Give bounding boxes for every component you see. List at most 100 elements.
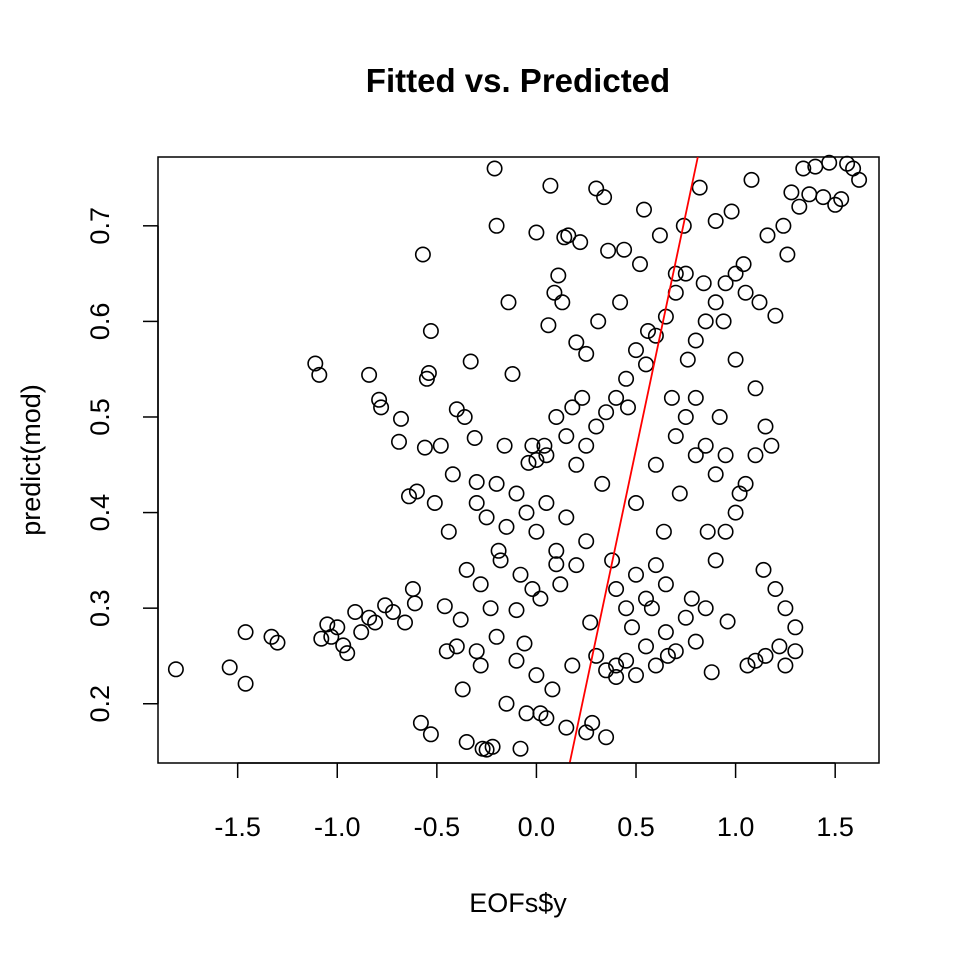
- data-point: [647, 456, 664, 473]
- data-point: [572, 234, 589, 251]
- data-point: [687, 389, 704, 406]
- data-point: [568, 456, 585, 473]
- data-point: [520, 454, 537, 471]
- data-point: [540, 317, 557, 334]
- data-point: [719, 613, 736, 630]
- data-point: [723, 203, 740, 220]
- data-point: [627, 494, 644, 511]
- data-point: [657, 624, 674, 641]
- data-point: [777, 600, 794, 617]
- data-point: [657, 576, 674, 593]
- data-point: [697, 313, 714, 330]
- y-tick-label: 0.6: [85, 303, 115, 341]
- x-tick-label: 1.0: [717, 812, 755, 842]
- data-point: [508, 485, 525, 502]
- data-point: [524, 437, 541, 454]
- data-point: [627, 667, 644, 684]
- data-point: [707, 294, 724, 311]
- data-point: [833, 191, 850, 208]
- data-point: [743, 171, 760, 188]
- data-point: [486, 160, 503, 177]
- data-point: [488, 217, 505, 234]
- data-point: [307, 355, 324, 372]
- data-point: [851, 171, 868, 188]
- data-point: [516, 635, 533, 652]
- data-point: [518, 705, 535, 722]
- data-point: [468, 494, 485, 511]
- data-point: [715, 313, 732, 330]
- data-point: [582, 614, 599, 631]
- data-point: [528, 224, 545, 241]
- data-point: [568, 334, 585, 351]
- data-point: [574, 389, 591, 406]
- data-point: [821, 154, 838, 171]
- data-point: [458, 733, 475, 750]
- data-point: [353, 624, 370, 641]
- data-point: [699, 523, 716, 540]
- data-point: [631, 256, 648, 273]
- data-point: [737, 475, 754, 492]
- data-point: [777, 657, 794, 674]
- data-point: [588, 647, 605, 664]
- y-axis: 0.2 0.3 0.4 0.5 0.6 0.7: [85, 207, 159, 722]
- data-point: [329, 619, 346, 636]
- data-point: [508, 602, 525, 619]
- data-point: [787, 619, 804, 636]
- data-point: [667, 265, 684, 282]
- data-point: [727, 265, 744, 282]
- data-point: [416, 439, 433, 456]
- data-point: [578, 345, 595, 362]
- data-point: [492, 552, 509, 569]
- data-point: [594, 475, 611, 492]
- data-point: [757, 647, 774, 664]
- data-point: [747, 447, 764, 464]
- y-tick-label: 0.4: [85, 494, 115, 532]
- data-point: [500, 294, 517, 311]
- data-point: [771, 638, 788, 655]
- x-tick-label: 0.5: [617, 812, 655, 842]
- fit-line-layer: [568, 156, 699, 764]
- data-point: [468, 643, 485, 660]
- data-point: [548, 556, 565, 573]
- data-point: [623, 619, 640, 636]
- data-point: [775, 217, 792, 234]
- data-point: [711, 408, 728, 425]
- data-point: [677, 609, 694, 626]
- y-tick-label: 0.3: [85, 589, 115, 627]
- data-point: [596, 189, 613, 206]
- data-point: [528, 451, 545, 468]
- data-point: [564, 399, 581, 416]
- data-point: [311, 366, 328, 383]
- points-layer: [167, 154, 868, 758]
- data-point: [444, 466, 461, 483]
- data-point: [655, 523, 672, 540]
- data-point: [432, 437, 449, 454]
- data-point: [512, 740, 529, 757]
- data-point: [616, 241, 633, 258]
- data-point: [367, 614, 384, 631]
- data-point: [578, 724, 595, 741]
- data-point: [618, 652, 635, 669]
- data-point: [548, 542, 565, 559]
- x-tick-label: 1.5: [816, 812, 854, 842]
- data-point: [558, 428, 575, 445]
- data-point: [371, 391, 388, 408]
- data-point: [608, 580, 625, 597]
- data-point: [454, 681, 471, 698]
- data-point: [687, 633, 704, 650]
- data-point: [697, 600, 714, 617]
- data-point: [647, 657, 664, 674]
- data-point: [667, 428, 684, 445]
- data-point: [717, 523, 734, 540]
- data-point: [426, 494, 443, 511]
- data-point: [542, 177, 559, 194]
- data-point: [466, 429, 483, 446]
- data-point: [422, 726, 439, 743]
- data-point: [697, 437, 714, 454]
- data-point: [538, 447, 555, 464]
- data-point: [498, 695, 515, 712]
- data-point: [627, 566, 644, 583]
- data-point: [747, 380, 764, 397]
- data-point: [827, 196, 844, 213]
- data-point: [647, 327, 664, 344]
